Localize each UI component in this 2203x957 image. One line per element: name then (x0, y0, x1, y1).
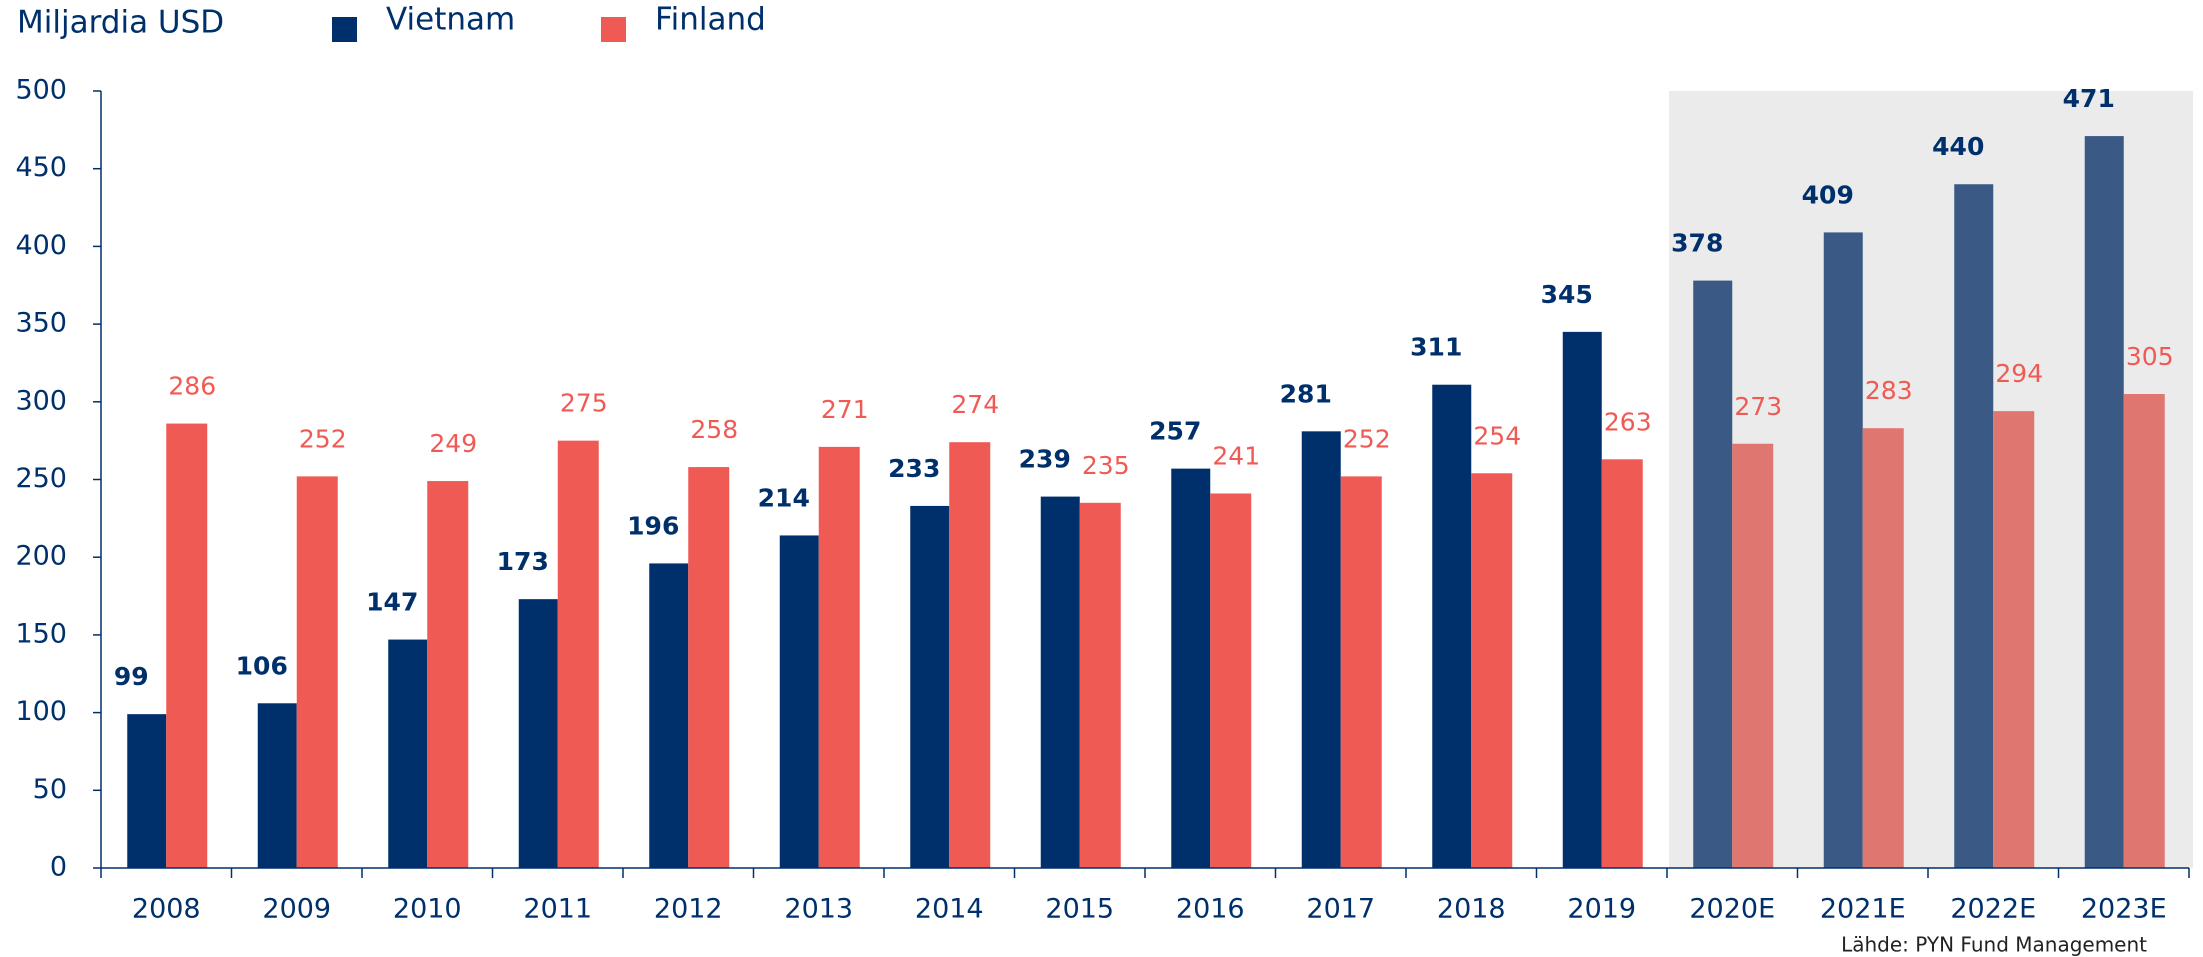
bar (1562, 331, 1602, 868)
data-label: 241 (1212, 441, 1260, 470)
data-label: 99 (114, 662, 149, 691)
x-tick-label: 2013 (784, 894, 853, 925)
source: Lähde: PYN Fund Management (1841, 933, 2147, 957)
x-tick-label: 2017 (1306, 894, 1375, 925)
x-tick-label: 2016 (1176, 894, 1245, 925)
x-tick-label: 2021E (1820, 894, 1906, 925)
x-tick-label: 2019 (1567, 894, 1636, 925)
y-tick-label: 100 (15, 696, 67, 727)
bar (1301, 431, 1341, 868)
y-tick-label: 500 (15, 75, 67, 106)
data-label: 378 (1671, 229, 1723, 258)
data-label: 281 (1280, 379, 1332, 408)
bar (2123, 394, 2165, 868)
bar (949, 442, 991, 868)
data-label: 283 (1865, 376, 1913, 405)
legend-swatch (601, 17, 626, 42)
legend-label: Vietnam (386, 2, 515, 38)
bar (1471, 473, 1513, 868)
y-tick-label: 200 (15, 541, 67, 572)
data-label: 173 (497, 547, 549, 576)
bar (1040, 496, 1080, 868)
data-label: 239 (1019, 445, 1071, 474)
legend-label: Finland (655, 2, 766, 38)
y-tick-label: 50 (33, 774, 67, 805)
y-tick-label: 250 (15, 463, 67, 494)
data-label: 271 (821, 395, 869, 424)
data-label: 471 (2063, 84, 2115, 113)
bar (1079, 502, 1121, 868)
data-label: 233 (888, 454, 940, 483)
bar (910, 505, 950, 868)
bar (557, 440, 599, 868)
chart-title: Miljardia USD (17, 5, 224, 41)
data-label: 252 (299, 424, 347, 453)
y-tick-label: 150 (15, 618, 67, 649)
data-label: 249 (429, 429, 477, 458)
data-label: 294 (1995, 359, 2043, 388)
bar (166, 423, 208, 868)
data-label: 345 (1541, 280, 1593, 309)
bar (1993, 411, 2035, 868)
legend-swatch (332, 17, 357, 42)
bar (1732, 443, 1774, 868)
y-tick-label: 300 (15, 385, 67, 416)
y-tick-label: 350 (15, 308, 67, 339)
data-label: 440 (1932, 132, 1984, 161)
bar (257, 703, 297, 868)
bar (127, 714, 167, 868)
bar (779, 535, 819, 868)
data-label: 273 (1734, 392, 1782, 421)
bar (1862, 428, 1904, 868)
y-tick-label: 400 (15, 230, 67, 261)
x-tick-label: 2008 (132, 894, 201, 925)
data-label: 274 (951, 390, 999, 419)
data-label: 286 (168, 372, 216, 401)
y-tick-label: 450 (15, 152, 67, 183)
bar (1432, 384, 1472, 868)
x-tick-label: 2018 (1437, 894, 1506, 925)
data-label: 235 (1082, 451, 1130, 480)
bar (688, 467, 730, 868)
data-label: 263 (1604, 407, 1652, 436)
bar (1601, 459, 1643, 868)
x-tick-label: 2020E (1689, 894, 1775, 925)
data-label: 305 (2126, 342, 2174, 371)
bar (2084, 136, 2124, 869)
x-tick-label: 2012 (654, 894, 723, 925)
data-label: 147 (366, 588, 418, 617)
bar (1954, 184, 1994, 869)
x-tick-label: 2010 (393, 894, 462, 925)
x-tick-label: 2023E (2081, 894, 2167, 925)
x-tick-label: 2015 (1045, 894, 1114, 925)
data-label: 106 (236, 651, 288, 680)
data-label: 409 (1802, 180, 1854, 209)
bar (649, 563, 689, 868)
bar (427, 481, 469, 868)
bar (818, 446, 860, 868)
data-label: 311 (1410, 333, 1462, 362)
data-label: 275 (560, 389, 608, 418)
x-tick-label: 2022E (1950, 894, 2036, 925)
data-label: 252 (1343, 424, 1391, 453)
bar (1693, 280, 1733, 868)
bar (518, 599, 558, 868)
y-tick-label: 0 (50, 852, 67, 883)
x-tick-label: 2009 (262, 894, 331, 925)
bar (1340, 476, 1382, 868)
bar (296, 476, 338, 868)
bar (1210, 493, 1252, 868)
x-tick-label: 2014 (915, 894, 984, 925)
data-label: 254 (1473, 421, 1521, 450)
x-tick-label: 2011 (523, 894, 592, 925)
data-label: 258 (690, 415, 738, 444)
data-label: 196 (627, 511, 679, 540)
data-label: 214 (758, 483, 810, 512)
bar (1823, 232, 1863, 868)
bar (1171, 468, 1211, 868)
data-label: 257 (1149, 417, 1201, 446)
bar (388, 639, 428, 868)
